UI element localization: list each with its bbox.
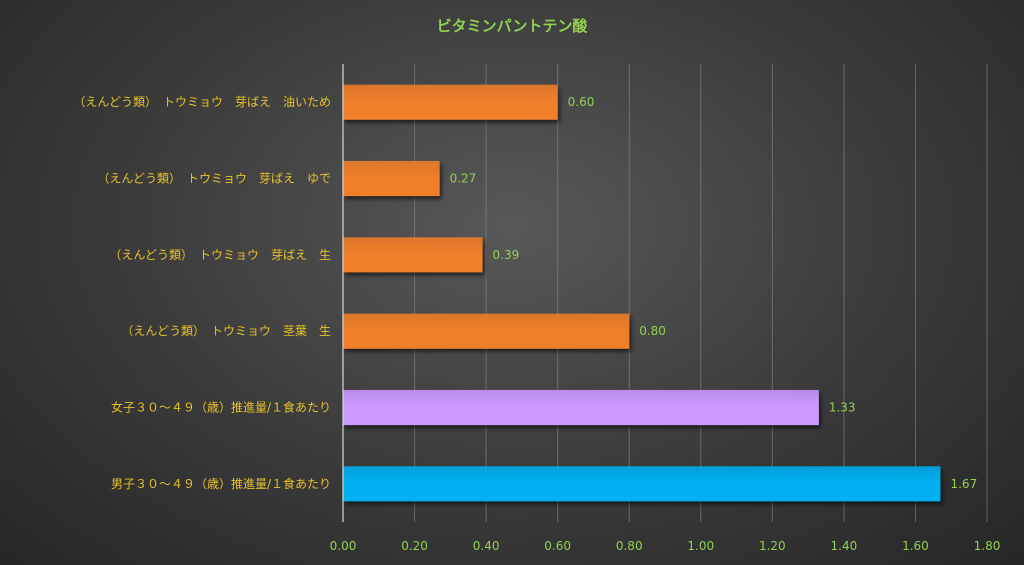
x-tick-label: 1.40 — [831, 539, 858, 553]
gridlines — [414, 64, 988, 522]
bar — [343, 389, 819, 426]
category-label: 男子３０～４９（歳）推進量/１食あたり — [111, 476, 331, 491]
x-tick-label: 0.40 — [473, 539, 500, 553]
value-labels: 0.60 0.27 0.39 0.80 1.33 1.67 — [450, 95, 978, 491]
x-tick-label: 1.00 — [687, 539, 714, 553]
value-label: 0.80 — [639, 324, 666, 338]
x-tick-label: 1.60 — [902, 539, 929, 553]
category-label: 女子３０～４９（歳）推進量/１食あたり — [111, 400, 331, 415]
value-label: 1.33 — [829, 401, 856, 415]
bar — [343, 466, 941, 502]
value-label: 0.39 — [493, 248, 520, 262]
chart-title: ビタミンパントテン酸 — [437, 17, 589, 35]
bar — [343, 313, 630, 349]
bars — [343, 84, 941, 502]
x-tick-labels: 0.00 0.20 0.40 0.60 0.80 1.00 1.20 1.40 1.60 1.80 — [330, 539, 1001, 553]
category-labels: （えんどう類） トウミョウ 芽ばえ 油いため （えんどう類） トウミョウ 芽ばえ … — [73, 95, 331, 491]
bar — [343, 237, 483, 273]
category-label: （えんどう類） トウミョウ 茎葉 生 — [121, 324, 331, 338]
value-label: 0.27 — [450, 172, 477, 186]
x-tick-label: 0.80 — [616, 539, 643, 553]
category-label: （えんどう類） トウミョウ 芽ばえ 油いため — [73, 95, 331, 109]
x-tick-label: 1.20 — [759, 539, 786, 553]
category-label: （えんどう類） トウミョウ 芽ばえ 生 — [109, 248, 331, 262]
x-tick-label: 0.60 — [544, 539, 571, 553]
x-tick-label: 0.00 — [330, 539, 357, 553]
x-tick-label: 1.80 — [974, 539, 1001, 553]
bar — [343, 84, 558, 120]
x-tick-label: 0.20 — [401, 539, 428, 553]
category-label: （えんどう類） トウミョウ 芽ばえ ゆで — [97, 172, 331, 186]
value-label: 0.60 — [568, 95, 595, 109]
value-label: 1.67 — [950, 477, 977, 491]
bar — [343, 160, 440, 197]
